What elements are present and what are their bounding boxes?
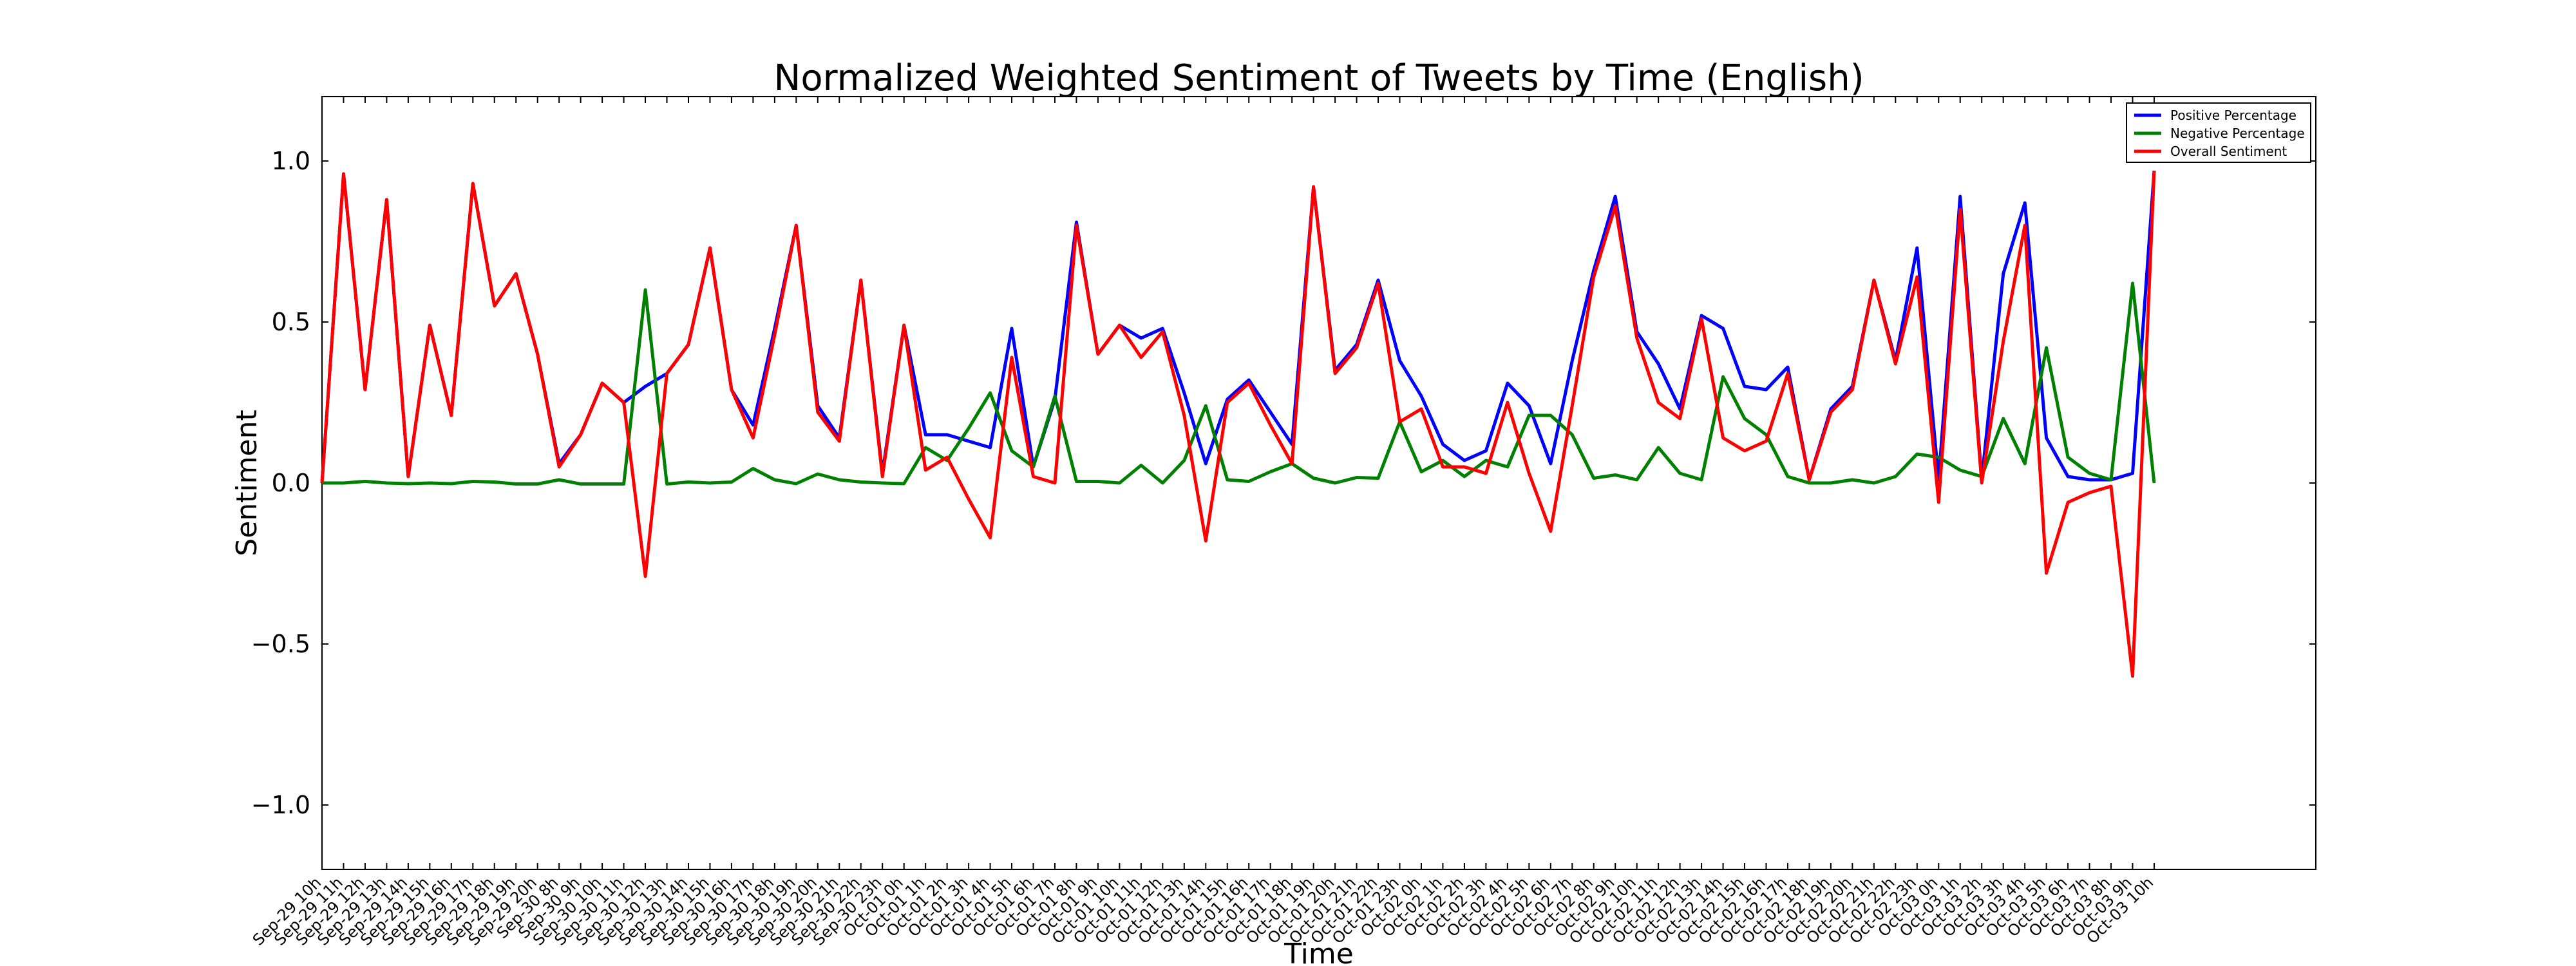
series-lines <box>320 170 2156 678</box>
y-tick-label: −0.5 <box>251 630 310 658</box>
legend-label: Negative Percentage <box>2170 126 2305 141</box>
y-axis-label: Sentiment <box>231 410 263 556</box>
y-tick-label: 1.0 <box>272 147 310 175</box>
x-axis-label: Time <box>1283 938 1354 966</box>
y-axis: −1.0 −0.5 0.0 0.5 1.0 <box>251 147 2316 819</box>
legend-label: Positive Percentage <box>2170 108 2297 123</box>
series-line-0 <box>320 170 2156 484</box>
y-tick-label: 0.5 <box>272 308 310 336</box>
chart-title: Normalized Weighted Sentiment of Tweets … <box>773 57 1864 99</box>
y-tick-label: −1.0 <box>251 791 310 819</box>
series-line-2 <box>320 170 2156 678</box>
legend-label: Overall Sentiment <box>2170 144 2287 159</box>
series-line-1 <box>322 281 2156 486</box>
legend: Positive Percentage Negative Percentage Ov… <box>2126 102 2311 163</box>
y-tick-label: 0.0 <box>272 469 310 497</box>
